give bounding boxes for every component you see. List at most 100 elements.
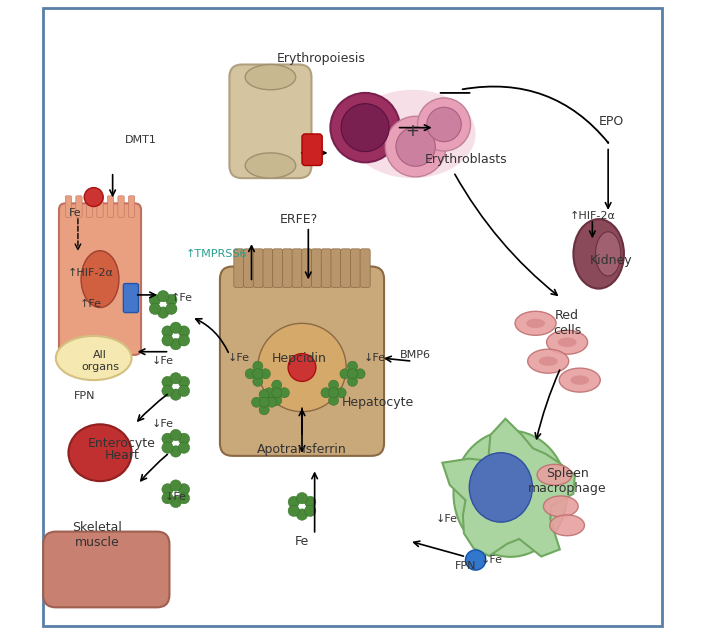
FancyBboxPatch shape [43, 532, 169, 607]
Text: ↓Fe: ↓Fe [152, 419, 174, 429]
Circle shape [162, 433, 173, 444]
Ellipse shape [81, 250, 119, 307]
Polygon shape [442, 418, 575, 557]
FancyBboxPatch shape [107, 196, 114, 217]
Circle shape [170, 339, 181, 350]
Ellipse shape [546, 330, 588, 354]
Circle shape [170, 389, 181, 400]
Circle shape [296, 493, 307, 504]
FancyBboxPatch shape [273, 249, 283, 287]
Circle shape [253, 369, 263, 379]
Circle shape [170, 322, 181, 333]
Text: ↑HIF-2α: ↑HIF-2α [570, 211, 615, 221]
FancyBboxPatch shape [283, 249, 293, 287]
Ellipse shape [558, 337, 577, 347]
Ellipse shape [596, 232, 621, 276]
Text: Erythropoiesis: Erythropoiesis [276, 52, 365, 65]
FancyBboxPatch shape [97, 196, 103, 217]
Circle shape [427, 107, 461, 142]
FancyBboxPatch shape [128, 196, 135, 217]
Circle shape [162, 442, 173, 453]
Ellipse shape [559, 368, 600, 392]
Ellipse shape [515, 311, 556, 335]
Text: All
organs: All organs [81, 351, 119, 372]
Text: FPN: FPN [455, 561, 477, 571]
Text: ↑TMPRSS6: ↑TMPRSS6 [186, 249, 247, 259]
Text: Spleen
macrophage: Spleen macrophage [528, 467, 606, 495]
Circle shape [288, 354, 316, 382]
Ellipse shape [470, 453, 532, 522]
FancyBboxPatch shape [263, 249, 273, 287]
Circle shape [245, 369, 255, 379]
Circle shape [305, 505, 316, 517]
Circle shape [348, 377, 357, 387]
Circle shape [84, 188, 103, 207]
Circle shape [166, 303, 177, 314]
FancyBboxPatch shape [302, 249, 312, 287]
Circle shape [178, 326, 190, 337]
FancyBboxPatch shape [302, 134, 322, 165]
Circle shape [266, 397, 277, 407]
Circle shape [162, 385, 173, 396]
Text: Heart: Heart [104, 450, 140, 462]
Text: Fe: Fe [295, 534, 309, 548]
Circle shape [321, 388, 331, 398]
Circle shape [259, 397, 269, 407]
FancyBboxPatch shape [341, 249, 351, 287]
Circle shape [170, 429, 181, 441]
Text: ERFE?: ERFE? [280, 212, 318, 226]
Circle shape [396, 127, 435, 166]
Circle shape [178, 433, 190, 444]
FancyBboxPatch shape [292, 249, 302, 287]
Text: ↓Fe: ↓Fe [152, 356, 174, 366]
Ellipse shape [56, 336, 132, 380]
Circle shape [149, 303, 161, 314]
Circle shape [162, 377, 173, 388]
Ellipse shape [453, 430, 567, 557]
Circle shape [336, 388, 346, 398]
Circle shape [329, 388, 338, 398]
Text: ↓Fe: ↓Fe [480, 555, 503, 565]
Ellipse shape [544, 496, 578, 517]
Text: ↑HIF-2α: ↑HIF-2α [68, 268, 114, 278]
Text: Hepatocyte: Hepatocyte [342, 396, 414, 409]
Circle shape [162, 335, 173, 346]
Circle shape [162, 484, 173, 495]
Text: Erythroblasts: Erythroblasts [425, 153, 508, 165]
Circle shape [166, 294, 177, 306]
Text: FPN: FPN [73, 391, 95, 401]
FancyBboxPatch shape [243, 249, 254, 287]
Circle shape [259, 404, 269, 415]
Ellipse shape [570, 375, 589, 385]
Text: Red
cells: Red cells [553, 309, 581, 337]
FancyBboxPatch shape [220, 266, 384, 456]
Text: Fe: Fe [68, 208, 81, 218]
Text: DMT1: DMT1 [125, 135, 157, 145]
Text: ↓Fe: ↓Fe [436, 514, 458, 524]
Circle shape [340, 369, 350, 379]
Circle shape [162, 493, 173, 504]
FancyArrowPatch shape [462, 86, 608, 143]
Circle shape [162, 326, 173, 337]
Text: Enterocyte: Enterocyte [88, 437, 156, 450]
FancyBboxPatch shape [253, 249, 264, 287]
Circle shape [178, 442, 190, 453]
Text: ↓Fe: ↓Fe [228, 353, 250, 363]
Circle shape [305, 496, 316, 508]
Circle shape [252, 397, 262, 407]
Circle shape [348, 369, 357, 379]
FancyBboxPatch shape [59, 204, 141, 355]
Circle shape [178, 484, 190, 495]
Circle shape [178, 493, 190, 504]
Ellipse shape [526, 318, 545, 328]
Circle shape [348, 361, 357, 372]
Circle shape [253, 361, 263, 372]
Circle shape [329, 395, 338, 405]
Ellipse shape [258, 323, 346, 411]
Circle shape [253, 377, 263, 387]
Text: Apotransferrin: Apotransferrin [257, 443, 347, 456]
Circle shape [417, 98, 470, 151]
Text: +: + [405, 122, 419, 139]
Text: ↓Fe: ↓Fe [165, 492, 187, 502]
FancyBboxPatch shape [76, 196, 82, 217]
